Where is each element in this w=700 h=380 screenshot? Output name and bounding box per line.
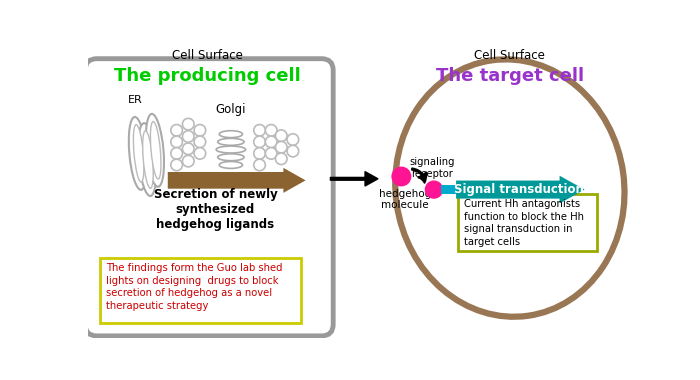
Circle shape [194,147,206,159]
Circle shape [183,131,194,142]
Circle shape [171,147,183,159]
FancyArrowPatch shape [456,176,584,203]
Ellipse shape [218,154,244,161]
Circle shape [275,153,287,165]
Text: signaling
receptor: signaling receptor [410,157,455,179]
Circle shape [183,118,194,130]
Circle shape [275,130,287,141]
Circle shape [265,136,277,147]
Ellipse shape [129,117,147,190]
FancyArrowPatch shape [330,172,378,186]
FancyBboxPatch shape [458,194,596,251]
Circle shape [171,136,183,147]
Ellipse shape [395,59,624,317]
Ellipse shape [216,146,246,153]
Ellipse shape [134,125,144,182]
Ellipse shape [219,131,242,138]
Ellipse shape [143,131,153,188]
FancyArrowPatch shape [168,168,306,193]
Circle shape [171,125,183,136]
FancyBboxPatch shape [441,185,456,194]
Ellipse shape [138,123,156,196]
Circle shape [253,159,265,171]
Text: Current Hh antagonists
function to block the Hh
signal transduction in
target ce: Current Hh antagonists function to block… [464,199,584,247]
Circle shape [171,159,183,171]
Circle shape [287,145,299,157]
FancyBboxPatch shape [85,59,333,336]
Ellipse shape [146,114,164,187]
Circle shape [253,136,265,147]
Text: Cell Surface: Cell Surface [172,49,243,62]
Circle shape [265,125,277,136]
Circle shape [287,134,299,145]
Text: The target cell: The target cell [436,67,584,85]
Text: The findings form the Guo lab shed
lights on designing  drugs to block
secretion: The findings form the Guo lab shed light… [106,263,283,311]
Circle shape [194,136,206,147]
Circle shape [265,147,277,159]
Text: hedgehog
molecule: hedgehog molecule [379,189,431,211]
Text: Cell Surface: Cell Surface [475,49,545,62]
FancyBboxPatch shape [100,258,300,323]
FancyArrowPatch shape [412,168,426,183]
Ellipse shape [218,138,244,145]
Circle shape [183,155,194,167]
Circle shape [253,147,265,159]
Circle shape [275,141,287,153]
Text: ER: ER [128,95,143,105]
Circle shape [194,125,206,136]
Text: Golgi: Golgi [216,103,246,116]
Text: The producing cell: The producing cell [114,67,301,85]
Text: Secretion of newly
synthesized
hedgehog ligands: Secretion of newly synthesized hedgehog … [153,188,277,231]
Ellipse shape [219,162,242,168]
Text: Signal transduction: Signal transduction [454,183,584,196]
Circle shape [392,167,411,186]
Circle shape [253,125,265,136]
Circle shape [426,181,442,198]
Circle shape [183,143,194,155]
Ellipse shape [150,122,161,179]
